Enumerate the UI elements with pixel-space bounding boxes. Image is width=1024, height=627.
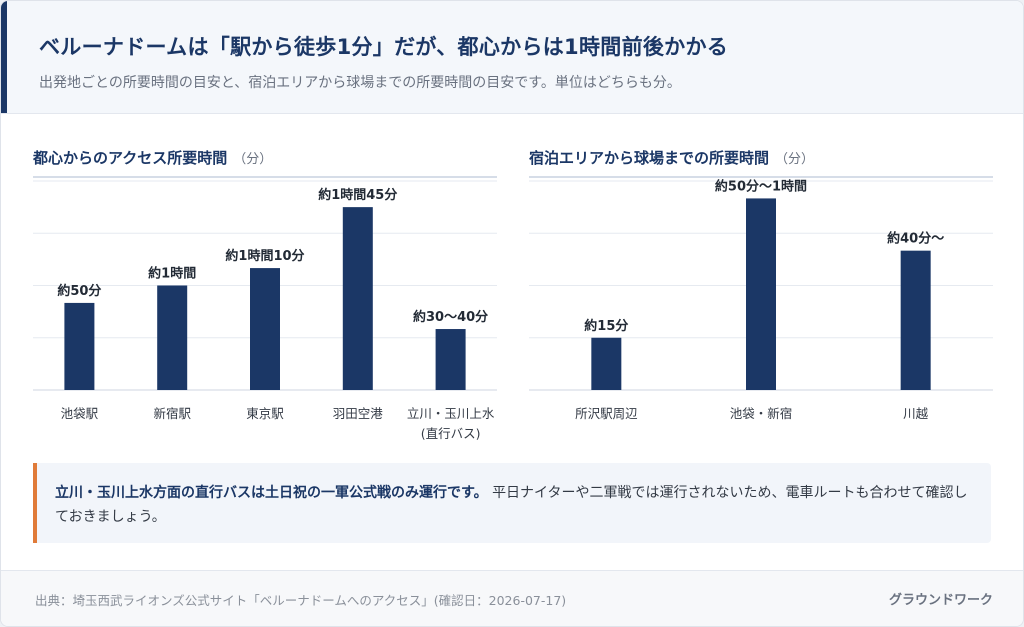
data-label-1: 約50分〜1時間 — [715, 178, 807, 194]
bar-1 — [157, 285, 188, 390]
footer: 出典：埼玉西武ライオンズ公式サイト「ベルーナドームへのアクセス」(確認日：202… — [1, 570, 1023, 626]
header-accent-bar — [1, 1, 7, 113]
note-box: 立川・玉川上水方面の直行バスは土日祝の一軍公式戦のみ運行です。 平日ナイターや二… — [33, 463, 991, 543]
data-label-0: 約15分 — [584, 318, 628, 334]
note-accent-bar — [33, 463, 37, 543]
tick-label-1: 池袋・新宿 — [730, 406, 793, 421]
chart-title-stay-text: 宿泊エリアから球場までの所要時間 — [529, 149, 770, 167]
chart-stay-rule — [529, 176, 993, 178]
note-text: 立川・玉川上水方面の直行バスは土日祝の一軍公式戦のみ運行です。 平日ナイターや二… — [55, 481, 975, 529]
header: ベルーナドームは「駅から徒歩1分」だが、都心からは1時間前後かかる 出発地ごとの… — [1, 1, 1023, 114]
note-bold: 立川・玉川上水方面の直行バスは土日祝の一軍公式戦のみ運行です。 — [55, 485, 488, 501]
data-label-3: 約1時間45分 — [318, 187, 397, 203]
bar-1 — [746, 198, 776, 390]
bar-4 — [435, 329, 466, 390]
bar-0 — [591, 337, 622, 390]
bar-2 — [900, 250, 931, 390]
note-body: 平日ナイターや二軍戦では運行されないため、電車ルートも合わせて確認しておきましょ… — [55, 485, 968, 525]
tick-label-0: 池袋駅 — [61, 406, 99, 421]
tick-label-1: 新宿駅 — [153, 406, 191, 421]
chart-title-stay-unit: （分） — [775, 152, 815, 167]
tick-label-3: 羽田空港 — [333, 406, 384, 421]
data-label-2: 約1時間10分 — [225, 248, 304, 264]
data-label-4: 約30〜40分 — [413, 309, 488, 325]
chart-title-access-text: 都心からのアクセス所要時間 — [33, 149, 228, 167]
data-label-2: 約40分〜 — [887, 231, 944, 247]
tick-label-0: 所沢駅周辺 — [575, 406, 638, 421]
page-title: ベルーナドームは「駅から徒歩1分」だが、都心からは1時間前後かかる — [39, 35, 729, 59]
chart-title-access: 都心からのアクセス所要時間 （分） — [33, 147, 272, 168]
bar-3 — [342, 207, 373, 390]
data-label-0: 約50分 — [57, 283, 101, 299]
bar-0 — [64, 302, 95, 390]
tick-label-2: 東京駅 — [246, 406, 284, 421]
tick-label-4: 立川・玉川上水(直行バス) — [407, 406, 495, 441]
tick-label-2: 川越 — [903, 406, 929, 421]
source-citation: 出典：埼玉西武ライオンズ公式サイト「ベルーナドームへのアクセス」(確認日：202… — [35, 593, 567, 608]
bar-2 — [250, 268, 280, 390]
chart-access-rule — [33, 176, 497, 178]
brand-name: グラウンドワーク — [888, 593, 993, 608]
chart-title-stay: 宿泊エリアから球場までの所要時間 （分） — [529, 147, 814, 168]
page-subtitle: 出発地ごとの所要時間の目安と、宿泊エリアから球場までの所要時間の目安です。単位は… — [39, 75, 681, 91]
data-label-1: 約1時間 — [148, 266, 196, 282]
chart-title-access-unit: （分） — [233, 152, 273, 167]
